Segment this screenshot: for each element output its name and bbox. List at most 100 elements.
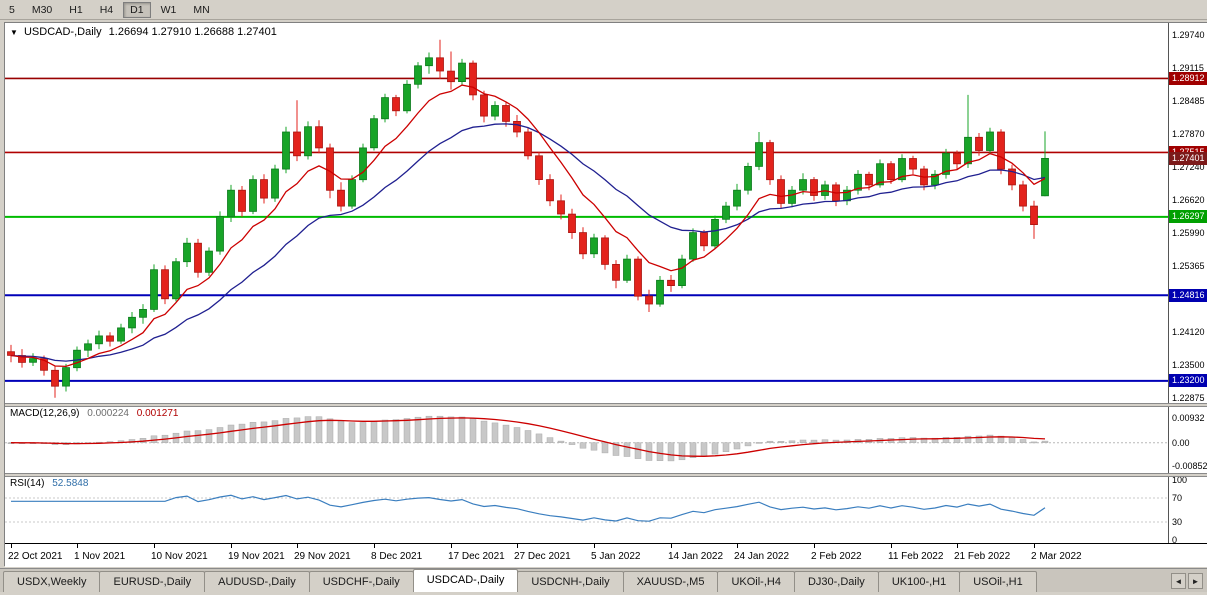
time-axis-label: 10 Nov 2021 [151, 551, 208, 562]
price-axis-label: 1.22875 [1172, 393, 1205, 404]
price-chart-pane[interactable] [5, 23, 1168, 403]
macd-canvas[interactable] [5, 407, 1168, 473]
chart-tabs: USDX,Weekly EURUSD-,Daily AUDUSD-,Daily USD… [3, 569, 1037, 592]
price-axis-label: 1.25365 [1172, 261, 1205, 272]
price-axis-label: 1.29115 [1172, 62, 1204, 73]
price-axis-label: 1.27870 [1172, 128, 1205, 139]
price-line-badge: 1.26297 [1169, 210, 1207, 224]
timeframe-button-w1[interactable]: W1 [160, 3, 177, 16]
chart-title: ▼ USDCAD-,Daily 1.26694 1.27910 1.26688 … [10, 26, 281, 38]
chart-tab-usdchf-daily[interactable]: USDCHF-,Daily [308, 571, 414, 592]
price-line-badge: 1.23200 [1169, 374, 1207, 388]
chart-tab-dj30-daily[interactable]: DJ30-,Daily [793, 571, 879, 592]
timeframe-button-5[interactable]: 5 [9, 3, 15, 16]
price-axis-label: 1.26620 [1172, 194, 1205, 205]
time-axis-tick [594, 544, 595, 548]
rsi-axis-label: 70 [1172, 493, 1183, 503]
timeframe-button-h1[interactable]: H1 [69, 3, 83, 16]
candles-series [7, 39, 1049, 398]
ma-fast-line [10, 84, 1046, 368]
time-axis-label: 19 Nov 2021 [228, 551, 285, 562]
price-line-badge: 1.24816 [1169, 288, 1207, 302]
price-axis-label: 1.24120 [1172, 327, 1205, 338]
timeframe-button-m30[interactable]: M30 [31, 3, 53, 16]
macd-axis-label: -0.00852 [1172, 460, 1207, 471]
price-axis-label: 1.29740 [1172, 29, 1205, 40]
chart-tab-audusd-daily[interactable]: AUDUSD-,Daily [204, 571, 310, 592]
time-axis-tick [957, 544, 958, 548]
timeframe-button-mn[interactable]: MN [193, 3, 210, 16]
rsi-canvas[interactable] [5, 477, 1168, 543]
time-axis-tick [737, 544, 738, 548]
chart-tab-usdcnh-daily[interactable]: USDCNH-,Daily [517, 571, 624, 592]
chart-dropdown-icon[interactable]: ▼ [10, 28, 18, 37]
chart-tab-eurusd-daily[interactable]: EURUSD-,Daily [99, 571, 206, 592]
chart-tabbar: USDX,Weekly EURUSD-,Daily AUDUSD-,Daily USD… [0, 568, 1207, 592]
chart-window: ▼ USDCAD-,Daily 1.26694 1.27910 1.26688 … [4, 22, 1207, 567]
time-axis-tick [231, 544, 232, 548]
time-axis-label: 2 Feb 2022 [811, 551, 862, 562]
chart-ohlc-values: 1.26694 1.27910 1.26688 1.27401 [108, 26, 277, 38]
time-axis-label: 17 Dec 2021 [448, 551, 505, 562]
time-axis-tick [77, 544, 78, 548]
time-axis-tick [451, 544, 452, 548]
chart-tab-usdx-weekly[interactable]: USDX,Weekly [3, 571, 101, 592]
macd-label: MACD(12,26,9) [10, 408, 80, 419]
macd-axis-label: 0.00932 [1172, 412, 1205, 423]
time-axis-label: 2 Mar 2022 [1031, 551, 1082, 562]
time-axis-label: 29 Nov 2021 [294, 551, 351, 562]
chart-tab-uk100-h1[interactable]: UK100-,H1 [877, 571, 961, 592]
price-axis-label: 1.28485 [1172, 95, 1205, 106]
macd-title: MACD(12,26,9) 0.000224 0.001271 [10, 408, 183, 419]
time-axis-tick [517, 544, 518, 548]
pane-splitter-macd[interactable] [5, 403, 1207, 407]
price-axis[interactable]: 1.29740 1.29115 1.28485 1.27870 1.27240 1.266… [1168, 23, 1207, 567]
rsi-pane[interactable] [5, 477, 1168, 543]
timeframe-button-h4[interactable]: H4 [99, 3, 114, 16]
price-axis-label: 1.27240 [1172, 161, 1205, 172]
time-axis-tick [297, 544, 298, 548]
chart-tab-xauusd-m5[interactable]: XAUUSD-,M5 [622, 571, 719, 592]
time-axis-tick [154, 544, 155, 548]
time-axis-tick [814, 544, 815, 548]
chart-symbol-label: USDCAD-,Daily [23, 26, 102, 38]
tabs-scroll-right-button[interactable]: ► [1188, 573, 1203, 589]
time-axis-tick [374, 544, 375, 548]
time-axis-label: 27 Dec 2021 [514, 551, 571, 562]
time-axis-label: 1 Nov 2021 [74, 551, 126, 562]
chart-tab-usoil-h1[interactable]: USOil-,H1 [959, 571, 1037, 592]
ma-slow-line [10, 123, 1046, 362]
time-axis-label: 11 Feb 2022 [888, 551, 944, 562]
time-axis-tick [1034, 544, 1035, 548]
rsi-axis-label: 100 [1172, 475, 1188, 485]
chart-tab-ukoil-h4[interactable]: UKOil-,H4 [717, 571, 795, 592]
macd-signal-line [10, 417, 1046, 457]
time-axis-label: 5 Jan 2022 [591, 551, 641, 562]
timeframe-toolbar: 5 M30 H1 H4 D1 W1 MN [0, 0, 1207, 20]
chart-tab-usdcad-daily[interactable]: USDCAD-,Daily [412, 569, 519, 592]
time-axis[interactable]: 22 Oct 2021 1 Nov 2021 10 Nov 2021 19 Nov 2… [5, 543, 1207, 567]
macd-pane[interactable] [5, 407, 1168, 473]
time-axis-label: 24 Jan 2022 [734, 551, 790, 562]
price-axis-label: 1.25990 [1172, 228, 1205, 239]
time-axis-tick [671, 544, 672, 548]
rsi-axis-label: 0 [1172, 535, 1178, 545]
time-axis-tick [11, 544, 12, 548]
time-axis-label: 21 Feb 2022 [954, 551, 1011, 562]
rsi-value: 52.5848 [52, 478, 89, 489]
tab-scroll-arrows: ◄ ► [1171, 573, 1207, 592]
price-chart-canvas[interactable] [5, 23, 1168, 403]
time-axis-label: 14 Jan 2022 [668, 551, 724, 562]
rsi-title: RSI(14) 52.5848 [10, 478, 93, 489]
time-axis-label: 22 Oct 2021 [8, 551, 63, 562]
timeframe-button-d1[interactable]: D1 [123, 1, 151, 18]
window-bottom-edge [0, 592, 1207, 595]
price-axis-label: 1.23500 [1172, 359, 1205, 370]
rsi-label: RSI(14) [10, 478, 45, 489]
rsi-line [11, 494, 1046, 522]
macd-histogram [7, 415, 1049, 462]
macd-axis-label: 0.00 [1172, 437, 1190, 448]
pane-splitter-rsi[interactable] [5, 473, 1207, 477]
price-line-badge: 1.27401 [1169, 151, 1207, 165]
tabs-scroll-left-button[interactable]: ◄ [1171, 573, 1186, 589]
